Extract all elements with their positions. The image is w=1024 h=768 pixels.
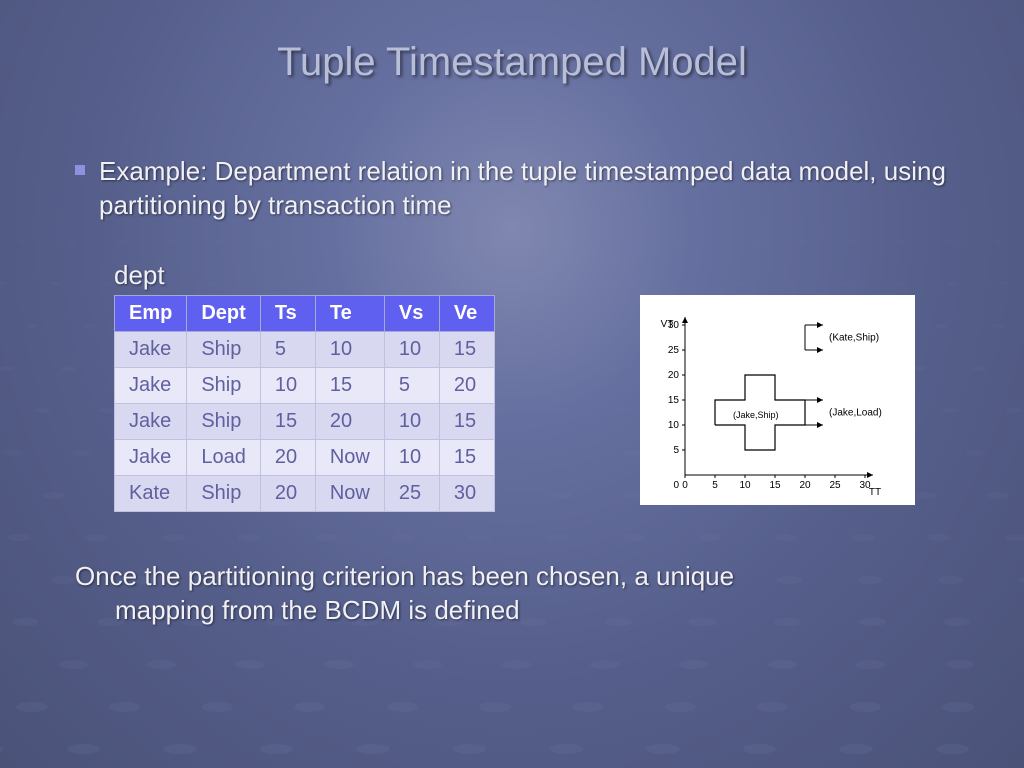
table-cell: Ship bbox=[187, 476, 261, 512]
footer-line2: mapping from the BCDM is defined bbox=[75, 594, 964, 628]
table-cell: Ship bbox=[187, 368, 261, 404]
table-cell: Jake bbox=[115, 332, 187, 368]
svg-text:5: 5 bbox=[673, 445, 679, 456]
table-cell: Load bbox=[187, 440, 261, 476]
table-cell: 5 bbox=[260, 332, 315, 368]
table-header: Emp bbox=[115, 296, 187, 332]
bullet-text: Example: Department relation in the tupl… bbox=[99, 155, 964, 223]
table-header: Te bbox=[315, 296, 384, 332]
table-cell: Jake bbox=[115, 404, 187, 440]
table-cell: 10 bbox=[384, 404, 439, 440]
svg-text:15: 15 bbox=[769, 480, 781, 491]
table-cell: 15 bbox=[315, 368, 384, 404]
table-label: dept bbox=[114, 260, 165, 291]
footer-text: Once the partitioning criterion has been… bbox=[75, 560, 964, 628]
bullet-icon bbox=[75, 165, 85, 175]
table-cell: 20 bbox=[439, 368, 494, 404]
table-cell: 10 bbox=[384, 332, 439, 368]
table-cell: 10 bbox=[315, 332, 384, 368]
table-cell: 20 bbox=[315, 404, 384, 440]
table-cell: 10 bbox=[260, 368, 315, 404]
table-cell: Jake bbox=[115, 368, 187, 404]
svg-text:VT: VT bbox=[661, 319, 674, 330]
table-row: JakeShip5101015 bbox=[115, 332, 495, 368]
vt-tt-chart: 051015202530510152025300TTVT(Jake,Ship)(… bbox=[640, 295, 915, 505]
table-cell: Kate bbox=[115, 476, 187, 512]
table-cell: 10 bbox=[384, 440, 439, 476]
table-row: JakeShip15201015 bbox=[115, 404, 495, 440]
slide-title: Tuple Timestamped Model bbox=[0, 40, 1024, 85]
table-cell: Now bbox=[315, 476, 384, 512]
svg-text:20: 20 bbox=[799, 480, 811, 491]
svg-text:20: 20 bbox=[668, 370, 680, 381]
table-row: KateShip20Now2530 bbox=[115, 476, 495, 512]
svg-text:5: 5 bbox=[712, 480, 718, 491]
table-header: Vs bbox=[384, 296, 439, 332]
table-header: Ve bbox=[439, 296, 494, 332]
footer-line1: Once the partitioning criterion has been… bbox=[75, 561, 734, 591]
svg-text:0: 0 bbox=[682, 480, 688, 491]
table-cell: Now bbox=[315, 440, 384, 476]
table-cell: 20 bbox=[260, 440, 315, 476]
table-header: Dept bbox=[187, 296, 261, 332]
table-cell: 15 bbox=[439, 332, 494, 368]
table-cell: 20 bbox=[260, 476, 315, 512]
table-header: Ts bbox=[260, 296, 315, 332]
svg-text:(Jake,Load): (Jake,Load) bbox=[829, 408, 882, 419]
table-cell: Jake bbox=[115, 440, 187, 476]
svg-text:TT: TT bbox=[869, 487, 881, 498]
dept-table: EmpDeptTsTeVsVeJakeShip5101015JakeShip10… bbox=[114, 295, 495, 512]
svg-text:10: 10 bbox=[668, 420, 680, 431]
table-cell: 5 bbox=[384, 368, 439, 404]
table-cell: 15 bbox=[260, 404, 315, 440]
svg-text:10: 10 bbox=[739, 480, 751, 491]
table-row: JakeLoad20Now1015 bbox=[115, 440, 495, 476]
svg-text:(Jake,Ship): (Jake,Ship) bbox=[733, 410, 779, 420]
table-cell: 15 bbox=[439, 404, 494, 440]
table-cell: 30 bbox=[439, 476, 494, 512]
table-cell: 15 bbox=[439, 440, 494, 476]
table-row: JakeShip1015520 bbox=[115, 368, 495, 404]
table-cell: Ship bbox=[187, 404, 261, 440]
svg-text:(Kate,Ship): (Kate,Ship) bbox=[829, 333, 879, 344]
svg-text:15: 15 bbox=[668, 395, 680, 406]
table-cell: 25 bbox=[384, 476, 439, 512]
svg-text:0: 0 bbox=[673, 480, 679, 491]
bullet-item: Example: Department relation in the tupl… bbox=[75, 155, 964, 223]
svg-text:25: 25 bbox=[668, 345, 680, 356]
table-cell: Ship bbox=[187, 332, 261, 368]
svg-text:25: 25 bbox=[829, 480, 841, 491]
